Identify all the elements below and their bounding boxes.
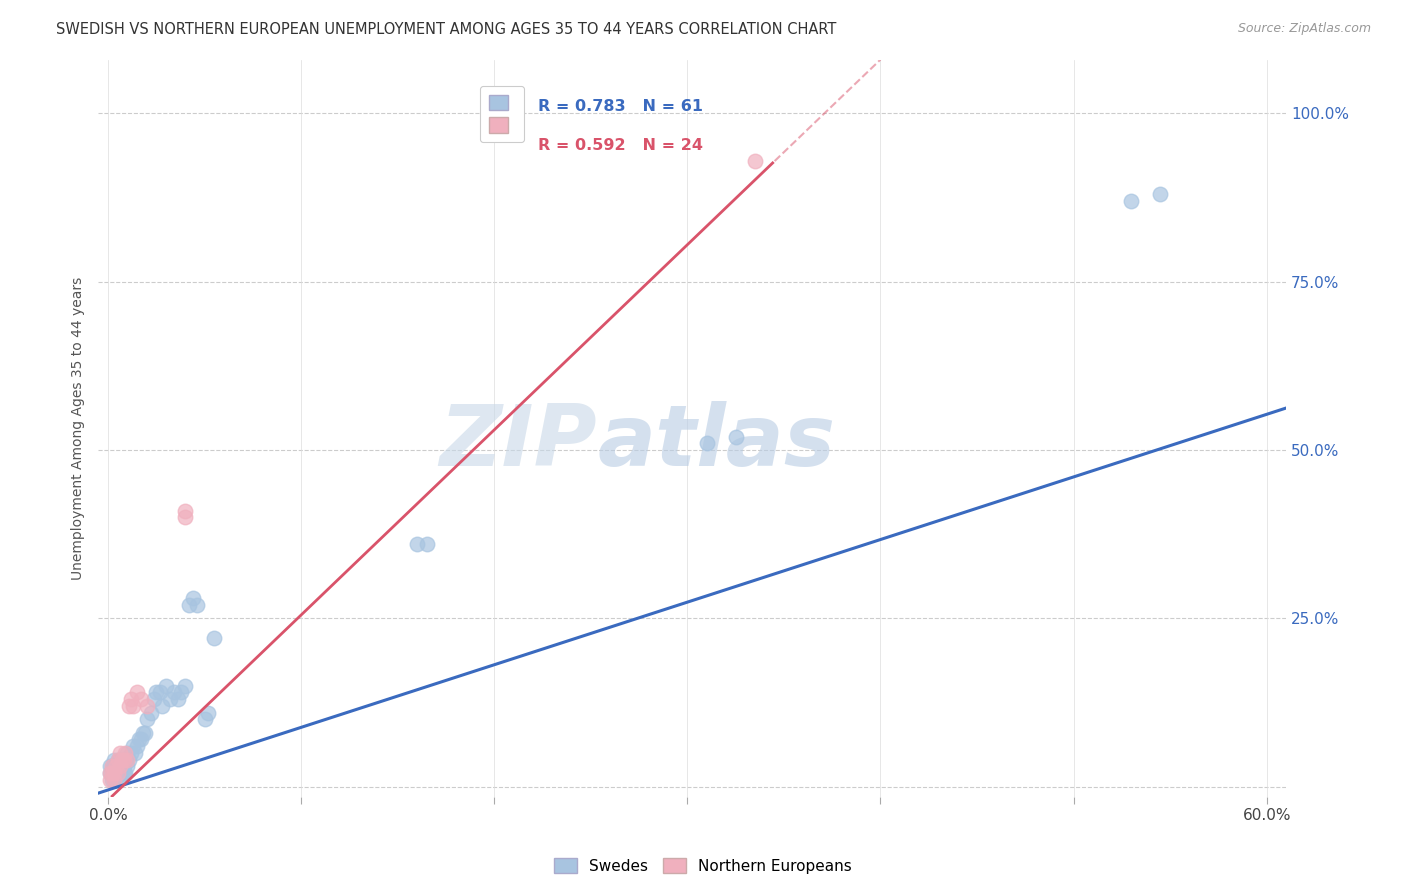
Point	[103, 772, 125, 787]
Point	[129, 732, 152, 747]
Point	[415, 537, 437, 551]
Point	[170, 685, 193, 699]
Point	[108, 759, 131, 773]
Point	[108, 759, 131, 773]
Text: SWEDISH VS NORTHERN EUROPEAN UNEMPLOYMENT AMONG AGES 35 TO 44 YEARS CORRELATION : SWEDISH VS NORTHERN EUROPEAN UNEMPLOYMEN…	[56, 22, 837, 37]
Text: ZIP: ZIP	[440, 401, 598, 484]
Point	[103, 759, 125, 773]
Point	[117, 759, 139, 773]
Point	[194, 712, 217, 726]
Point	[159, 692, 181, 706]
Point	[166, 692, 188, 706]
Point	[103, 753, 125, 767]
Point	[112, 753, 135, 767]
Point	[101, 766, 124, 780]
Point	[1149, 187, 1171, 202]
Point	[129, 692, 152, 706]
Point	[104, 759, 127, 773]
Text: R = 0.783   N = 61: R = 0.783 N = 61	[538, 99, 703, 113]
Point	[98, 759, 121, 773]
Point	[122, 698, 145, 713]
Point	[135, 712, 157, 726]
Point	[179, 598, 201, 612]
Point	[125, 685, 148, 699]
Point	[108, 746, 131, 760]
Text: atlas: atlas	[598, 401, 835, 484]
Point	[103, 772, 125, 787]
Point	[174, 503, 197, 517]
Point	[128, 732, 150, 747]
Legend: , : ,	[479, 86, 524, 142]
Point	[1121, 194, 1143, 208]
Point	[145, 685, 167, 699]
Point	[101, 766, 124, 780]
Point	[118, 753, 141, 767]
Point	[107, 753, 129, 767]
Point	[107, 759, 129, 773]
Point	[174, 510, 197, 524]
Point	[117, 746, 139, 760]
Point	[197, 706, 219, 720]
Point	[134, 725, 156, 739]
Point	[139, 706, 162, 720]
Point	[150, 698, 173, 713]
Point	[132, 725, 155, 739]
Point	[98, 766, 121, 780]
Point	[112, 766, 135, 780]
Point	[103, 766, 125, 780]
Point	[101, 759, 124, 773]
Point	[112, 759, 135, 773]
Point	[114, 746, 136, 760]
Point	[143, 692, 166, 706]
Point	[696, 436, 718, 450]
Point	[103, 766, 125, 780]
Point	[149, 685, 172, 699]
Point	[104, 766, 127, 780]
Point	[114, 753, 136, 767]
Point	[107, 772, 129, 787]
Legend: Swedes, Northern Europeans: Swedes, Northern Europeans	[548, 852, 858, 880]
Point	[108, 766, 131, 780]
Point	[124, 746, 146, 760]
Point	[174, 679, 197, 693]
Point	[110, 753, 132, 767]
Point	[107, 753, 129, 767]
Point	[107, 766, 129, 780]
Point	[110, 766, 132, 780]
Point	[98, 772, 121, 787]
Point	[108, 753, 131, 767]
Point	[110, 753, 132, 767]
Point	[155, 679, 177, 693]
Point	[110, 759, 132, 773]
Point	[114, 766, 136, 780]
Point	[101, 772, 124, 787]
Point	[186, 598, 208, 612]
Point	[107, 766, 129, 780]
Point	[104, 772, 127, 787]
Y-axis label: Unemployment Among Ages 35 to 44 years: Unemployment Among Ages 35 to 44 years	[72, 277, 86, 580]
Point	[744, 153, 766, 168]
Point	[117, 753, 139, 767]
Point	[181, 591, 204, 606]
Text: R = 0.592   N = 24: R = 0.592 N = 24	[538, 138, 703, 153]
Point	[163, 685, 186, 699]
Text: Source: ZipAtlas.com: Source: ZipAtlas.com	[1237, 22, 1371, 36]
Point	[125, 739, 148, 754]
Point	[406, 537, 429, 551]
Point	[120, 692, 142, 706]
Point	[135, 698, 157, 713]
Point	[122, 739, 145, 754]
Point	[120, 746, 142, 760]
Point	[98, 766, 121, 780]
Point	[101, 759, 124, 773]
Point	[724, 429, 747, 443]
Point	[202, 632, 225, 646]
Point	[104, 759, 127, 773]
Point	[118, 698, 141, 713]
